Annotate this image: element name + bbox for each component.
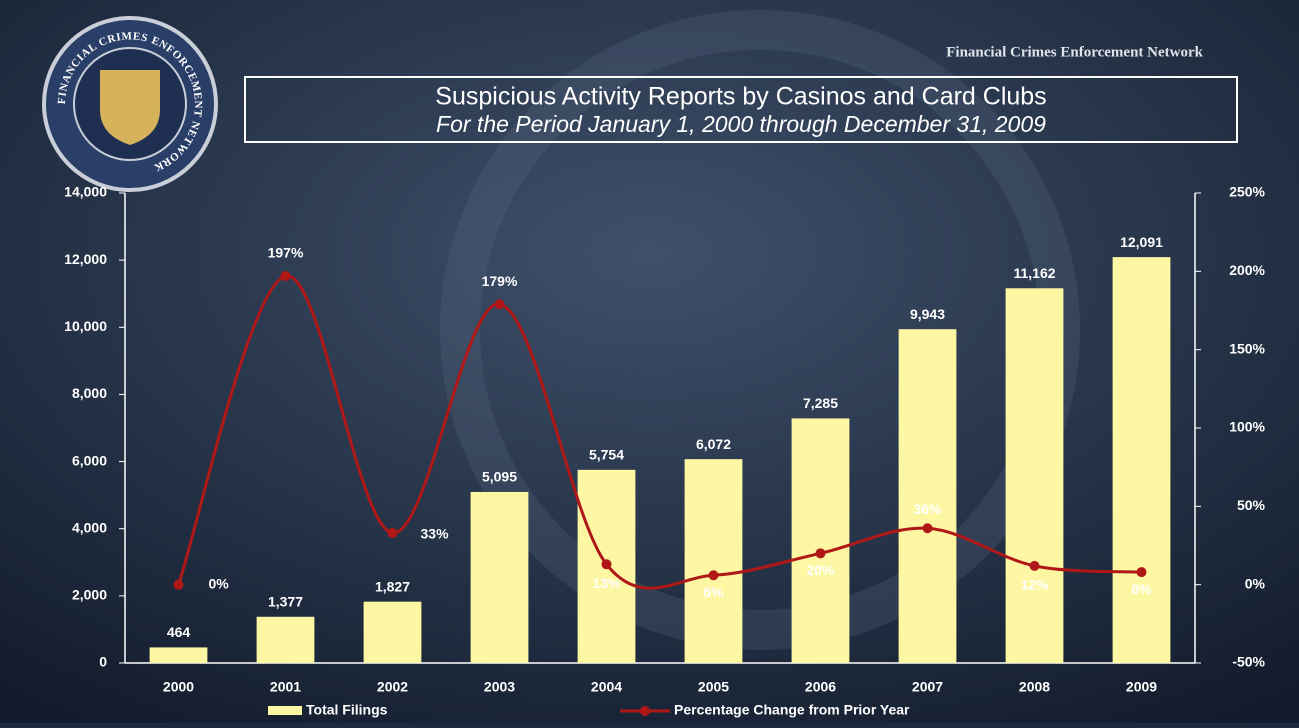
y2-tick-label: 50% [1237,497,1266,513]
bar [685,459,743,663]
y2-tick-label: 100% [1229,419,1265,435]
y2-tick-label: 150% [1229,340,1265,356]
y2-tick-label: 250% [1229,184,1265,200]
line-value-label: 6% [703,584,724,600]
legend-label: Total Filings [306,702,388,718]
line-marker [495,299,505,309]
bar-value-label: 1,827 [375,578,410,594]
x-tick-label: 2008 [1019,679,1050,695]
x-tick-label: 2000 [163,679,194,695]
line-marker [816,548,826,558]
line-value-label: 13% [592,575,621,591]
y2-tick-label: 0% [1245,575,1266,591]
legend-label: Percentage Change from Prior Year [674,702,910,718]
line-value-label: 12% [1020,577,1049,593]
line-value-label: 8% [1131,581,1152,597]
line-value-label: 36% [913,501,942,517]
line-marker [281,271,291,281]
line-marker [923,523,933,533]
line-value-label: 179% [482,273,518,289]
x-tick-label: 2002 [377,679,408,695]
line-marker [1030,561,1040,571]
bar [150,647,208,663]
page: FINANCIAL CRIMES ENFORCEMENT NETWORK Fin… [0,0,1299,723]
y-tick-label: 10,000 [64,318,107,334]
chart-title: Suspicious Activity Reports by Casinos a… [435,83,1046,111]
bar [471,492,529,663]
header: Financial Crimes Enforcement Network [946,44,1203,60]
y-tick-label: 4,000 [72,519,107,535]
logo: FINANCIAL CRIMES ENFORCEMENT NETWORK [44,18,216,190]
bar-value-label: 6,072 [696,436,731,452]
bar-value-label: 1,377 [268,593,303,609]
y-tick-label: 12,000 [64,251,107,267]
y2-tick-label: -50% [1232,654,1265,670]
x-tick-label: 2004 [591,679,622,695]
line-value-label: 197% [268,245,304,261]
x-tick-label: 2006 [805,679,836,695]
chart: FINANCIAL CRIMES ENFORCEMENT NETWORK Fin… [0,0,1299,723]
legend-marker [640,706,650,716]
line-marker [174,580,184,590]
line-marker [1137,567,1147,577]
x-tick-label: 2005 [698,679,729,695]
y-tick-label: 14,000 [64,184,107,200]
bar-value-label: 12,091 [1120,234,1163,250]
bar-value-label: 464 [167,624,191,640]
y-tick-label: 2,000 [72,587,107,603]
bar-value-label: 5,754 [589,447,624,463]
line-value-label: 20% [806,562,835,578]
bar-value-label: 7,285 [803,395,838,411]
bar [1113,257,1171,663]
chart-subtitle: For the Period January 1, 2000 through D… [436,111,1046,137]
x-tick-label: 2001 [270,679,301,695]
line-value-label: 33% [421,526,450,542]
y2-tick-label: 200% [1229,262,1265,278]
line-marker [602,559,612,569]
legend-swatch [268,706,302,715]
y-tick-label: 0 [99,654,107,670]
bar-value-label: 5,095 [482,469,517,485]
bar [1006,288,1064,663]
y-tick-label: 8,000 [72,385,107,401]
x-tick-label: 2003 [484,679,515,695]
bar-value-label: 11,162 [1013,265,1055,281]
bar [257,617,315,663]
bar [899,329,957,663]
y-tick-label: 6,000 [72,452,107,468]
x-tick-label: 2009 [1126,679,1157,695]
x-tick-label: 2007 [912,679,943,695]
bar-value-label: 9,943 [910,306,945,322]
line-value-label: 0% [209,575,230,591]
line-marker [388,528,398,538]
line-marker [709,570,719,580]
bar [364,602,422,663]
bar [792,418,850,663]
